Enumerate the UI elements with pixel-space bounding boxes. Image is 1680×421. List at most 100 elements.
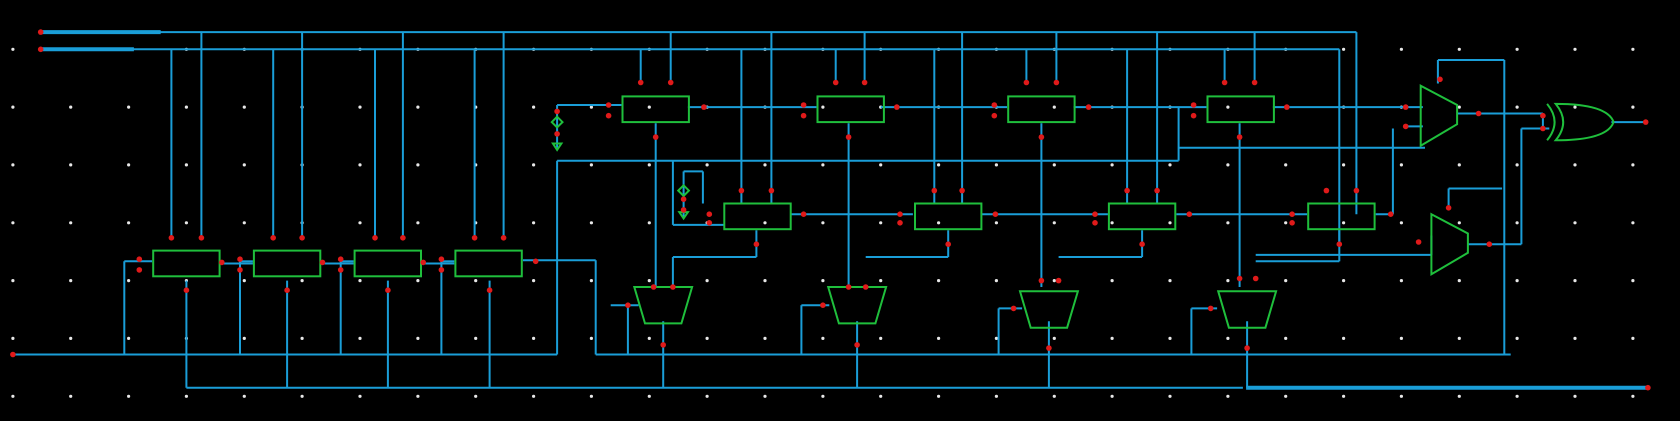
pin[interactable] xyxy=(706,211,713,217)
pin[interactable] xyxy=(894,104,900,110)
pin[interactable] xyxy=(237,256,243,263)
pin[interactable] xyxy=(768,187,775,194)
pin[interactable] xyxy=(198,235,205,241)
pin[interactable] xyxy=(1085,104,1092,110)
pin[interactable] xyxy=(753,241,760,247)
pin[interactable] xyxy=(1154,187,1160,194)
pin[interactable] xyxy=(1486,241,1493,247)
pin[interactable] xyxy=(554,131,560,137)
pin[interactable] xyxy=(1055,277,1062,284)
pin[interactable] xyxy=(1402,104,1409,110)
pin[interactable] xyxy=(1415,239,1422,245)
pin[interactable] xyxy=(680,207,687,213)
pin[interactable] xyxy=(701,104,707,110)
pin[interactable] xyxy=(1236,134,1243,140)
pin[interactable] xyxy=(486,287,493,294)
flip-flop-middle-2[interactable] xyxy=(914,202,983,231)
pin[interactable] xyxy=(1402,123,1409,130)
pin[interactable] xyxy=(136,267,143,273)
pin[interactable] xyxy=(605,112,612,119)
pin[interactable] xyxy=(800,102,807,108)
pin[interactable] xyxy=(500,235,507,241)
pin[interactable] xyxy=(438,256,445,263)
pin[interactable] xyxy=(1445,205,1452,211)
pin[interactable] xyxy=(605,102,612,108)
pin[interactable] xyxy=(1289,211,1295,217)
pin[interactable] xyxy=(625,302,631,309)
flip-flop-bottom-4[interactable] xyxy=(454,249,523,278)
pin[interactable] xyxy=(1251,79,1258,86)
flip-flop-middle-3[interactable] xyxy=(1107,202,1177,231)
pin[interactable] xyxy=(670,284,676,290)
pin[interactable] xyxy=(270,235,277,241)
pin[interactable] xyxy=(284,287,290,294)
port-input-2[interactable] xyxy=(37,46,44,53)
pin[interactable] xyxy=(1010,305,1017,312)
pin[interactable] xyxy=(1139,241,1145,247)
mux-right-bottom[interactable] xyxy=(1430,212,1469,276)
pin[interactable] xyxy=(1190,112,1197,119)
port-input-3[interactable] xyxy=(10,351,16,358)
pin[interactable] xyxy=(1387,211,1394,217)
xor-gate[interactable] xyxy=(1553,102,1615,142)
pin[interactable] xyxy=(1353,187,1360,194)
pin[interactable] xyxy=(1038,134,1045,140)
pin[interactable] xyxy=(168,235,175,241)
pin[interactable] xyxy=(660,342,666,348)
pin[interactable] xyxy=(1038,277,1045,284)
pin[interactable] xyxy=(438,267,445,273)
pin[interactable] xyxy=(820,302,826,309)
pin[interactable] xyxy=(1284,104,1290,110)
mux-3[interactable] xyxy=(1018,290,1080,329)
pin[interactable] xyxy=(1540,112,1546,119)
pin[interactable] xyxy=(992,211,999,217)
pin[interactable] xyxy=(1437,76,1443,83)
pin[interactable] xyxy=(337,256,344,263)
pin[interactable] xyxy=(1475,110,1482,117)
pin[interactable] xyxy=(136,256,143,263)
port-input-1[interactable] xyxy=(37,29,44,35)
pin[interactable] xyxy=(1092,211,1098,217)
pin-layer[interactable] xyxy=(10,29,1651,391)
pin[interactable] xyxy=(1023,79,1030,86)
pin[interactable] xyxy=(945,241,951,247)
pin[interactable] xyxy=(738,187,745,194)
pin[interactable] xyxy=(183,287,190,294)
pin[interactable] xyxy=(991,102,998,108)
pin[interactable] xyxy=(1244,345,1250,351)
pin[interactable] xyxy=(219,259,225,266)
flip-flop-top-4[interactable] xyxy=(1206,95,1275,124)
pin[interactable] xyxy=(1124,187,1130,194)
port-output-1[interactable] xyxy=(1642,119,1649,125)
pin[interactable] xyxy=(400,235,406,241)
pin[interactable] xyxy=(372,235,378,241)
pin[interactable] xyxy=(471,235,478,241)
pin[interactable] xyxy=(1186,211,1193,217)
pin[interactable] xyxy=(861,79,868,86)
pin[interactable] xyxy=(1236,275,1243,282)
pin[interactable] xyxy=(832,79,839,86)
pin[interactable] xyxy=(1190,102,1197,108)
pin[interactable] xyxy=(532,258,539,265)
pin[interactable] xyxy=(667,79,674,86)
pin[interactable] xyxy=(800,211,807,217)
pin[interactable] xyxy=(706,220,713,226)
pin[interactable] xyxy=(385,287,391,294)
flip-flop-top-3[interactable] xyxy=(1007,95,1076,124)
pin[interactable] xyxy=(1540,125,1546,132)
pin[interactable] xyxy=(1323,187,1330,194)
pin[interactable] xyxy=(1053,79,1060,86)
pin[interactable] xyxy=(897,211,903,217)
pin[interactable] xyxy=(845,134,852,140)
xor-gate-input-arc[interactable] xyxy=(1546,103,1556,141)
flip-flop-middle-4[interactable] xyxy=(1307,202,1376,231)
pin[interactable] xyxy=(1252,275,1259,282)
mux-right-top[interactable] xyxy=(1419,84,1459,148)
constant-source-2[interactable] xyxy=(676,183,691,198)
pin[interactable] xyxy=(931,187,938,194)
pin[interactable] xyxy=(652,134,659,140)
pin[interactable] xyxy=(1092,220,1098,226)
pin[interactable] xyxy=(554,108,560,115)
pin[interactable] xyxy=(1289,220,1295,226)
